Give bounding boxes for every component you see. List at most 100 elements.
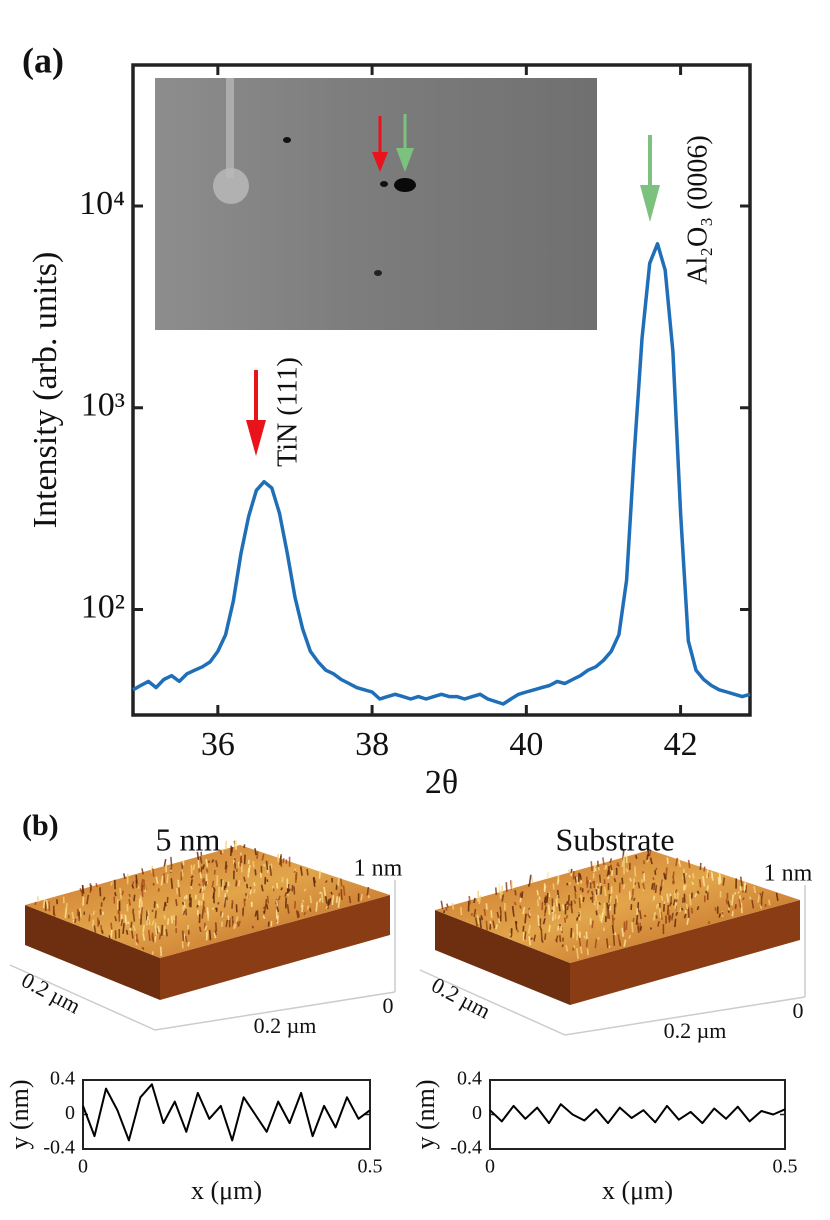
surface-texture — [78, 916, 81, 922]
surface-texture — [690, 907, 694, 914]
surface-texture — [238, 879, 241, 887]
axis-label: 0.2 µm — [428, 972, 495, 1024]
surface-texture — [130, 921, 133, 929]
surface-texture — [231, 920, 235, 927]
surface-texture — [286, 904, 290, 914]
surface-texture — [198, 926, 202, 933]
surface-texture — [540, 928, 543, 940]
surface-texture — [541, 938, 544, 943]
surface-texture — [617, 934, 621, 943]
surface-texture — [737, 891, 740, 895]
surface-texture — [646, 859, 650, 863]
axis-label: 0.2 µm — [664, 1018, 727, 1043]
surface-texture — [665, 867, 668, 876]
surface-texture — [509, 933, 512, 936]
surface-texture — [291, 885, 294, 892]
surface-texture — [196, 904, 199, 908]
surface-texture — [151, 934, 154, 942]
surface-texture — [249, 888, 253, 895]
surface-texture — [565, 914, 569, 919]
surface-texture — [753, 885, 757, 894]
surface-texture — [323, 886, 327, 896]
surface-texture — [684, 884, 687, 890]
surface-texture — [671, 912, 674, 919]
surface-axis — [9, 964, 396, 1031]
surface-texture — [204, 881, 208, 887]
surface-texture — [34, 901, 37, 906]
x-tick-label: 0 — [78, 1156, 88, 1178]
surface-texture — [528, 874, 532, 885]
surface-texture — [202, 901, 205, 909]
surface-texture — [671, 880, 675, 885]
surface-texture — [254, 869, 257, 876]
surface-texture — [252, 860, 255, 868]
surface-texture — [635, 854, 638, 860]
surface-texture — [565, 901, 569, 905]
surface-texture — [629, 877, 632, 882]
surface-texture — [632, 878, 636, 888]
surface-texture — [194, 894, 197, 900]
surface-texture — [642, 882, 646, 890]
surface-texture — [631, 888, 635, 896]
surface-texture — [598, 901, 602, 906]
surface-texture — [579, 946, 583, 954]
surface-texture — [721, 911, 724, 915]
surface-texture — [328, 897, 332, 905]
surface-texture — [690, 892, 694, 899]
surface-texture — [284, 891, 288, 897]
surface-texture — [231, 899, 234, 904]
surface-texture — [559, 935, 562, 943]
surface-texture — [254, 910, 258, 917]
surface-texture — [706, 885, 709, 891]
surface-texture — [199, 856, 203, 864]
surface-texture — [555, 938, 558, 943]
surface-texture — [276, 915, 279, 924]
surface-texture — [653, 911, 656, 921]
surface-texture — [615, 895, 619, 903]
surface-texture — [485, 920, 488, 931]
surface-texture — [675, 911, 679, 916]
surface-texture — [601, 857, 605, 865]
surface-texture — [215, 860, 219, 868]
surface-texture — [602, 927, 606, 932]
surface-texture — [36, 896, 40, 903]
surface-texture — [688, 894, 692, 906]
surface-texture — [142, 933, 146, 941]
surface-texture — [93, 925, 97, 933]
surface-texture — [501, 894, 505, 902]
surface-texture — [45, 900, 49, 909]
surface-texture — [638, 910, 642, 920]
surface-texture — [221, 880, 224, 891]
surface-texture — [566, 882, 569, 886]
surface-texture — [544, 933, 547, 940]
surface-texture — [609, 895, 612, 903]
surface-texture — [205, 868, 209, 873]
surface-texture — [521, 891, 524, 899]
surface-texture — [649, 857, 653, 865]
surface-texture — [654, 870, 657, 876]
surface-side — [570, 900, 800, 1005]
surface-texture — [360, 894, 364, 901]
surface-texture — [572, 870, 575, 880]
surface-texture — [151, 951, 154, 955]
surface-texture — [177, 879, 180, 888]
surface-texture — [211, 907, 215, 911]
surface-texture — [262, 906, 266, 910]
surface-texture — [245, 893, 248, 897]
surface-texture — [530, 876, 534, 883]
surface-texture — [598, 914, 602, 922]
y-axis-label: y (nm) — [411, 1079, 440, 1149]
surface-texture — [125, 929, 129, 935]
surface-texture — [204, 925, 208, 931]
surface-texture — [153, 936, 157, 943]
surface-texture — [221, 912, 224, 918]
surface-texture — [122, 873, 126, 879]
surface-texture — [480, 915, 484, 921]
surface-texture — [208, 930, 212, 941]
surface-texture — [609, 858, 613, 863]
surface-texture — [261, 853, 265, 861]
surface-texture — [157, 925, 161, 933]
surface-texture — [648, 849, 652, 857]
surface-texture — [505, 882, 508, 892]
